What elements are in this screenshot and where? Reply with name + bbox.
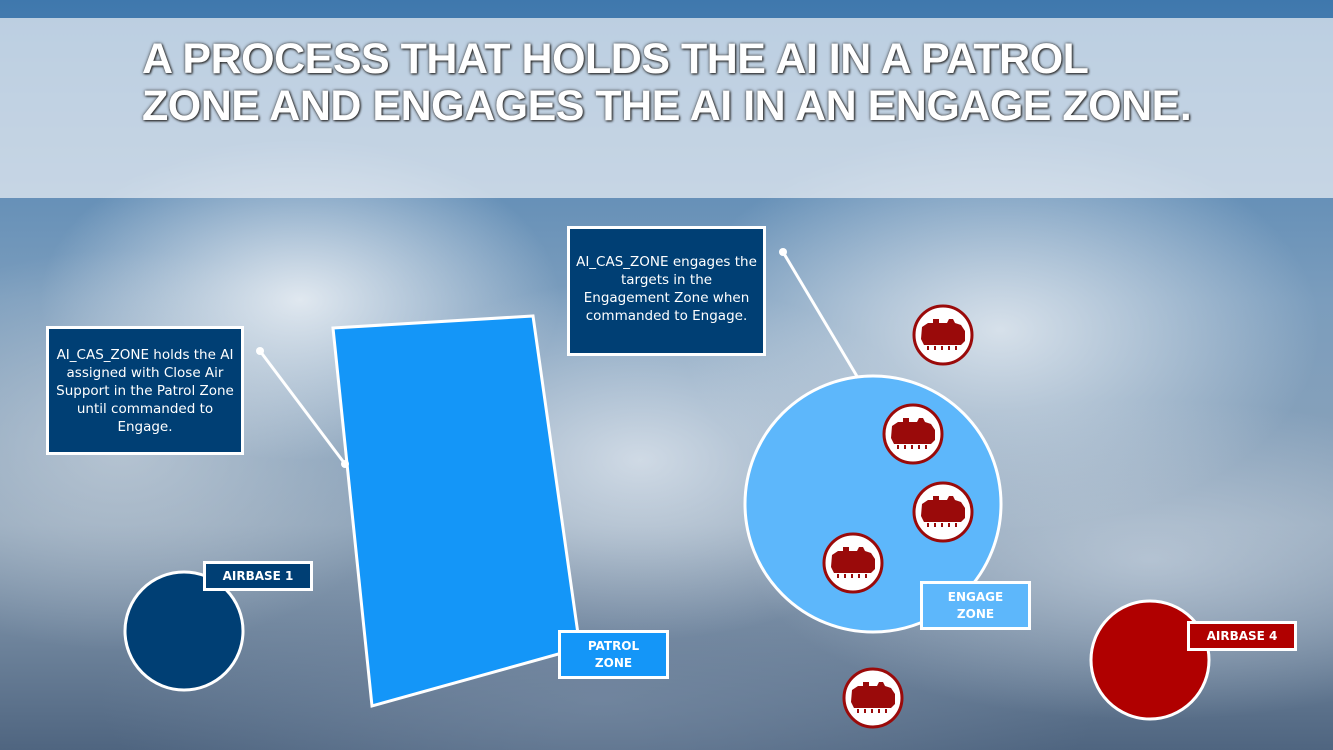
armored-vehicle-icon[interactable] bbox=[912, 481, 974, 543]
slide-title: A PROCESS THAT HOLDS THE AI IN A PATROL … bbox=[142, 35, 1192, 130]
callout-dot bbox=[341, 460, 349, 468]
patrol-note: AI_CAS_ZONE holds the AI assigned with C… bbox=[46, 326, 244, 455]
armored-vehicle-icon[interactable] bbox=[822, 532, 884, 594]
callout-line-engage bbox=[781, 251, 860, 379]
airbase-4-label: AIRBASE 4 bbox=[1187, 621, 1297, 651]
engage-note: AI_CAS_ZONE engages the targets in the E… bbox=[567, 226, 766, 356]
callout-line-patrol bbox=[258, 350, 347, 465]
armored-vehicle-icon[interactable] bbox=[882, 403, 944, 465]
armored-vehicle-icon[interactable] bbox=[842, 667, 904, 729]
airbase-1[interactable] bbox=[123, 570, 245, 692]
callout-dot bbox=[779, 248, 787, 256]
patrol-zone[interactable] bbox=[331, 314, 582, 708]
armored-vehicle-icon[interactable] bbox=[912, 304, 974, 366]
airbase-1-label: AIRBASE 1 bbox=[203, 561, 313, 591]
callout-dot bbox=[256, 347, 264, 355]
patrol-zone-label: PATROL ZONE bbox=[558, 630, 669, 679]
engage-zone-label: ENGAGE ZONE bbox=[920, 581, 1031, 630]
airbase-4[interactable] bbox=[1089, 599, 1211, 721]
title-band bbox=[0, 18, 1333, 198]
